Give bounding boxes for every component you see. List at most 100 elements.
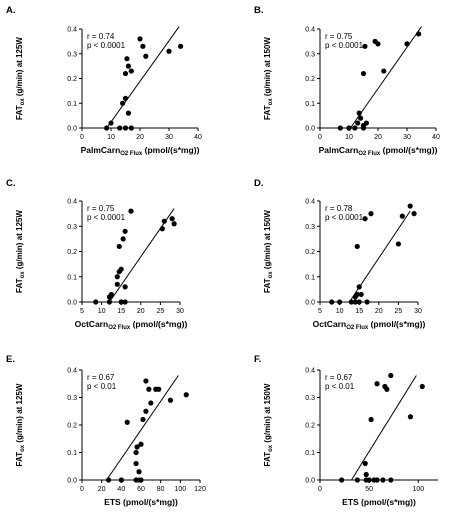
panel-d-letter: D.: [254, 178, 264, 189]
data-point: [169, 216, 175, 222]
y-tick-label: 0.3: [305, 395, 315, 402]
y-label-main: FAT: [15, 278, 24, 293]
data-point: [416, 31, 422, 37]
y-axis-label: FATox (g/min) at 125W: [15, 37, 26, 120]
x-tick-label: 40: [117, 486, 125, 493]
x-tick-label: 15: [355, 308, 363, 315]
y-tick-label: 0.1: [305, 450, 315, 457]
data-point: [363, 120, 369, 126]
data-point: [358, 291, 364, 298]
data-point: [134, 444, 140, 450]
data-point: [137, 36, 143, 42]
data-point: [148, 400, 154, 406]
y-tick-label: 0.1: [305, 101, 315, 108]
data-point: [108, 291, 114, 298]
data-point: [104, 125, 110, 131]
y-tick-label: 0.2: [67, 423, 77, 430]
y-axis-label: FATox (g/min) at 150W: [263, 383, 274, 466]
y-tick-label: 0.2: [67, 249, 77, 256]
x-tick-label: 40: [432, 134, 440, 141]
data-point: [143, 53, 149, 59]
data-point: [136, 469, 142, 475]
data-point: [125, 63, 131, 69]
y-axis-label: FATox (g/min) at 150W: [263, 210, 274, 293]
data-point: [122, 125, 129, 131]
data-point: [368, 211, 374, 217]
y-tick-label: 0.4: [305, 27, 315, 34]
data-point: [388, 372, 394, 379]
data-point: [352, 299, 358, 305]
regression-line: [350, 26, 422, 129]
y-label-subscript: ox: [20, 98, 26, 106]
data-point: [120, 236, 126, 242]
data-point: [171, 221, 177, 227]
data-point: [337, 299, 343, 305]
y-tick-label: 0.4: [67, 199, 77, 206]
data-point: [122, 299, 128, 305]
regression-line: [351, 375, 417, 481]
y-tick-label: 0.0: [305, 300, 315, 307]
data-point: [105, 477, 112, 483]
data-point: [166, 48, 172, 54]
y-tick-label: 0.3: [67, 51, 77, 58]
x-tick-label: 20: [137, 308, 145, 315]
x-tick-label: 30: [165, 134, 173, 141]
x-tick-label: 10: [98, 308, 106, 315]
data-point: [356, 299, 362, 305]
data-point: [362, 460, 368, 467]
panel-f-chart: F. 0 50 100 0.0 0.1 0.2 0.3 0.4 r = 0.67p < 0.01 E…: [254, 354, 438, 507]
data-point: [128, 208, 134, 214]
data-point: [381, 68, 387, 74]
x-label-unit: (pmol/(s*mg)): [368, 319, 425, 329]
x-tick-label: 60: [137, 486, 145, 493]
x-tick-label: 80: [157, 486, 165, 493]
x-tick-label: 0: [80, 486, 84, 493]
panel-b-chart: B. 0 10 20 30 40 0.0 0.1 0.2 0.3 0.4 r = 0.75p < 0.…: [254, 5, 440, 157]
x-label-main: OctCarn: [75, 319, 109, 329]
x-tick-label: 120: [194, 486, 206, 493]
data-point: [156, 386, 162, 392]
panel-f-letter: F.: [254, 354, 261, 365]
data-point: [138, 477, 144, 483]
y-label-subscript: ox: [268, 444, 274, 452]
data-point: [380, 477, 386, 483]
data-point: [183, 392, 189, 398]
x-tick-label: 15: [117, 308, 125, 315]
data-point: [108, 120, 114, 126]
x-tick-label: 30: [414, 308, 422, 315]
data-point: [122, 70, 129, 77]
data-point: [388, 477, 394, 483]
x-axis-label: PalmCarnO2 Flux (pmol/(s*mg)): [319, 145, 438, 157]
panel-c-letter: C.: [6, 178, 16, 189]
data-point: [368, 416, 374, 423]
x-label-unit: (pmol/(s*mg)): [142, 145, 199, 155]
y-label-main: FAT: [263, 105, 272, 120]
data-point: [363, 471, 369, 478]
y-label-subscript: ox: [20, 271, 26, 279]
y-label-main: FAT: [15, 452, 24, 467]
data-point: [133, 460, 139, 467]
y-tick-label: 0.1: [305, 274, 315, 281]
x-label-subscript: O2 Flux: [358, 151, 381, 157]
y-tick-label: 0.0: [305, 478, 315, 485]
x-tick-label: 30: [403, 134, 411, 141]
y-label-main: FAT: [263, 452, 272, 467]
data-point: [138, 441, 144, 447]
data-point: [128, 68, 134, 74]
data-point: [407, 414, 414, 420]
data-point: [146, 386, 152, 392]
data-point: [355, 120, 361, 126]
y-tick-label: 0.0: [67, 126, 77, 133]
x-tick-label: 100: [412, 486, 424, 493]
y-tick-label: 0.1: [67, 101, 77, 108]
panel-b-letter: B.: [254, 5, 264, 16]
x-label-main: OctCarn: [313, 319, 347, 329]
stat-text: r = 0.75: [87, 204, 115, 213]
data-point: [93, 299, 99, 305]
x-axis-label: OctCarnO2 Flux (pmol/(s*mg)): [75, 319, 188, 331]
data-point: [140, 416, 146, 423]
panel-a-letter: A.: [6, 5, 16, 16]
y-label-main: FAT: [263, 278, 272, 293]
data-point: [366, 477, 372, 483]
